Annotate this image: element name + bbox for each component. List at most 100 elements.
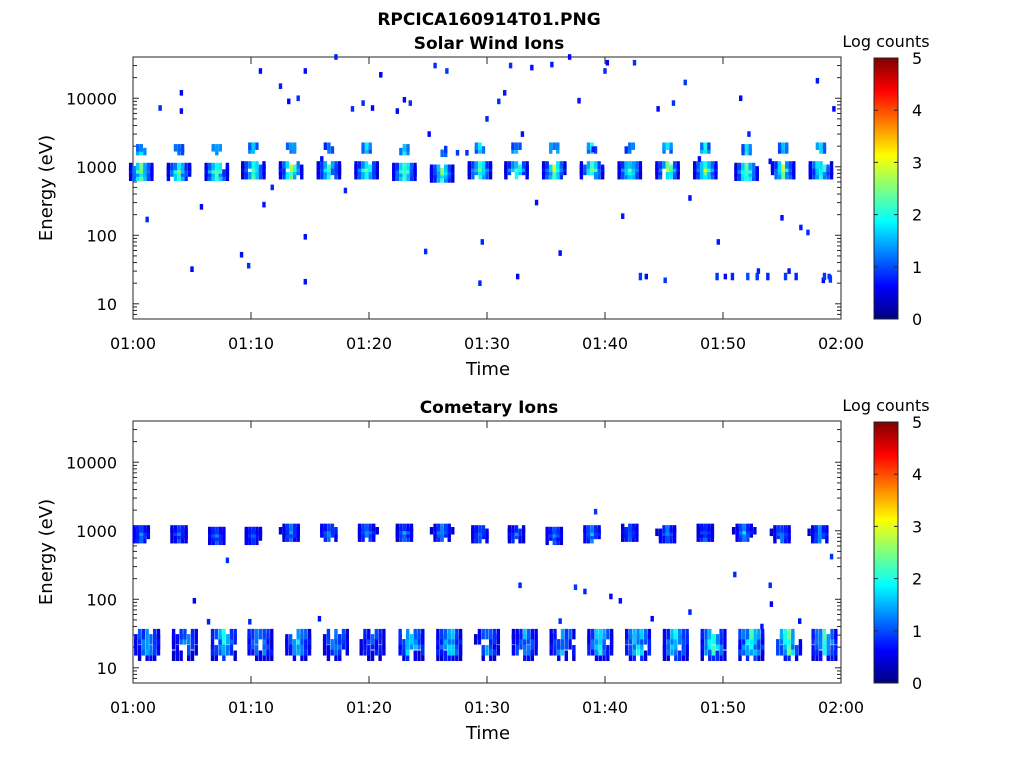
heatmap-cell [292,645,297,656]
heatmap-cell [323,171,328,180]
heatmap-cell [700,534,704,542]
heatmap-cell [211,526,215,535]
heatmap-cell [617,171,621,180]
heatmap-cell [139,162,143,171]
heatmap-cell [143,525,147,533]
heatmap-cell [815,161,820,169]
heatmap-cell [368,171,372,180]
heatmap-cell [777,161,782,169]
heatmap-cell [719,650,723,661]
x-tick-label: 01:50 [700,334,746,353]
heatmap-cell [557,639,561,650]
heatmap-cell [703,146,707,154]
heatmap-cell [785,146,789,154]
heatmap-cell [733,571,737,578]
heatmap-cell [378,628,382,640]
heatmap-cell [322,634,327,645]
heatmap-cell [402,144,407,152]
heatmap-cell [485,528,489,537]
heatmap-cell [368,146,372,154]
heatmap-cell [700,146,704,154]
heatmap-cell [658,528,663,537]
heatmap-cell [768,582,772,589]
heatmap-cell [180,144,185,152]
heatmap-cell [132,535,136,544]
heatmap-cell [541,161,546,169]
heatmap-cell [829,167,834,176]
heatmap-cell [704,628,708,640]
heatmap-cell [751,173,756,182]
heatmap-cell [451,527,455,535]
heatmap-cell [488,171,493,180]
heatmap-cell [597,167,601,176]
heatmap-cell [177,162,181,171]
heatmap-cell [723,628,727,640]
heatmap-cell [526,628,531,640]
heatmap-cell [586,535,591,544]
heatmap-cell [248,161,252,169]
heatmap-cell [429,164,434,172]
heatmap-cell [303,68,307,74]
heatmap-cell [304,645,308,656]
heatmap-cell [811,650,815,661]
heatmap-cell [647,639,652,650]
heatmap-cell [270,639,274,650]
heatmap-cell [798,645,803,656]
y-tick-label: 1000 [76,522,117,541]
heatmap-cell [233,628,237,640]
x-tick-labels: 01:00 01:10 01:20 01:30 01:40 01:50 02:00 [110,334,864,353]
heatmap-cell [341,628,346,640]
heatmap-cell [402,534,407,542]
heatmap-cell [497,98,501,105]
heatmap-cell [357,534,362,542]
heatmap-cell [262,171,266,180]
heatmap-cell [521,161,526,169]
heatmap-cell [436,175,441,183]
heatmap-cell [458,650,463,661]
heatmap-cell [819,146,823,154]
heatmap-cell [408,100,412,106]
heatmap-cell [776,645,780,656]
heatmap-cell [780,214,784,221]
heatmap-cell [788,161,792,169]
heatmap-cell [316,161,320,169]
heatmap-cell [794,272,798,281]
heatmap-cell [399,162,403,171]
heatmap-cell [190,639,195,650]
heatmap-cell [330,161,335,169]
heatmap-cell [378,650,382,661]
heatmap-cell [744,169,749,177]
heatmap-cell [628,628,633,640]
heatmap-cell [514,142,519,150]
heatmap-cell [748,144,752,152]
heatmap-cell [808,171,813,180]
heatmap-cell [215,537,219,546]
heatmap-cell [621,171,625,180]
heatmap-cell [218,162,223,171]
heatmap-cell [136,162,140,171]
heatmap-cell [624,534,628,542]
heatmap-cell [655,161,659,169]
heatmap-cell [492,650,497,661]
heatmap-cell [739,95,743,102]
heatmap-cell [598,650,602,661]
heatmap-cell [781,164,785,173]
heatmap-cell [594,645,599,656]
heatmap-cell [779,628,784,640]
heatmap-cell [204,173,208,182]
heatmap-cell [222,537,226,546]
heatmap-cell [251,639,255,650]
heatmap-cell [515,645,519,656]
heatmap-cell [826,171,830,180]
heatmap-cell [655,171,659,180]
heatmap-cell [669,142,673,150]
heatmap-cell [715,634,720,645]
y-axis-label: Energy (eV) [36,499,57,605]
y-tick-label: 10 [97,295,117,314]
heatmap-cell [681,645,686,656]
heatmap-cell [780,525,784,533]
heatmap-cell [553,628,557,640]
heatmap-cell [741,173,745,182]
heatmap-cell [173,144,178,152]
heatmap-cell [636,645,640,656]
